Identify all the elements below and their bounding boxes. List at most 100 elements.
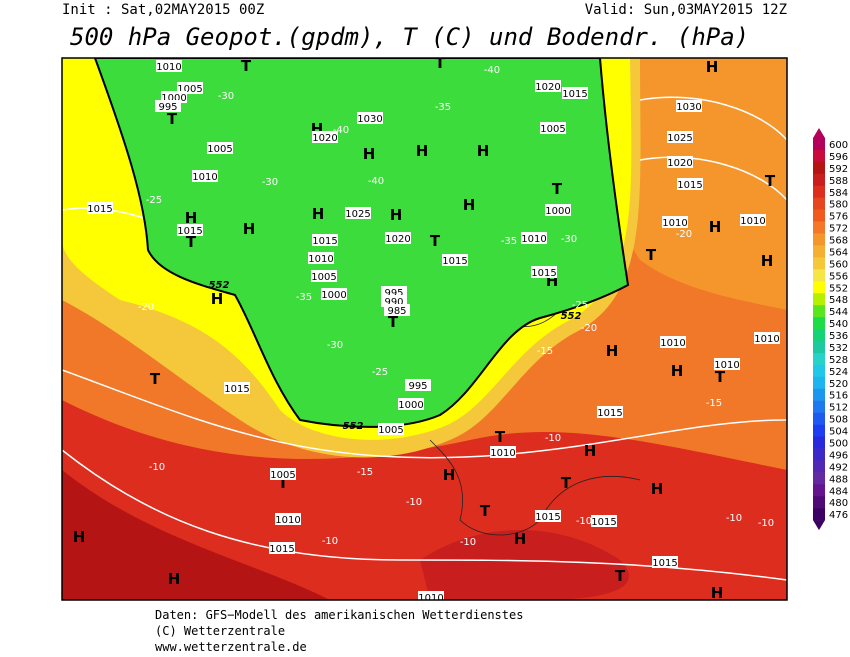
high-pressure-label: H (514, 530, 527, 548)
contour-label: 552 (561, 311, 582, 322)
isobar-label: 1010 (156, 62, 181, 73)
isobar-label: 1005 (207, 144, 232, 155)
isobar-label: 1010 (275, 515, 300, 526)
isobar-label: 1030 (676, 102, 701, 113)
colorbar-cell (813, 138, 825, 151)
label-bg (398, 398, 424, 410)
label-bg (754, 332, 780, 344)
colorbar-cell (813, 364, 825, 378)
isobar-label: 1010 (714, 360, 739, 371)
colorbar-label: 508 (829, 415, 848, 426)
colorbar-label: 568 (829, 236, 848, 247)
isobar-label: 1015 (87, 204, 112, 215)
colorbar-cell (813, 233, 825, 246)
colorbar-label: 544 (829, 307, 848, 318)
isobar-label: 1000 (161, 93, 186, 104)
colorbar-cell (813, 149, 825, 163)
colorbar-label: 600 (829, 140, 848, 151)
label-bg (667, 131, 693, 143)
label-bg (312, 131, 338, 143)
colorbar-cell (813, 340, 825, 354)
hot-region (62, 470, 330, 600)
colorbar-label: 516 (829, 391, 848, 402)
colorbar: 6005965925885845805765725685645605565525… (813, 128, 848, 531)
contour-label: 552 (343, 421, 364, 432)
label-bg (562, 87, 588, 99)
colorbar-label: 548 (829, 295, 848, 306)
label-bg (660, 336, 686, 348)
colorbar-cell (813, 257, 825, 270)
colorbar-cell (813, 376, 825, 390)
isobar-label: 1000 (398, 400, 423, 411)
isobar-label: 1025 (345, 209, 370, 220)
label-bg (224, 382, 250, 394)
temperature-label: -30 (218, 91, 234, 102)
high-pressure-label: H (709, 218, 722, 236)
colorbar-label: 496 (829, 450, 848, 461)
temperature-label: -15 (357, 467, 373, 478)
label-bg (192, 170, 218, 182)
low-pressure-label: T (435, 54, 446, 72)
label-bg (667, 156, 693, 168)
label-bg (345, 207, 371, 219)
isobar-label: 1015 (652, 558, 677, 569)
footer-url: www.wetterzentrale.de (155, 640, 307, 654)
colorbar-cell (813, 424, 825, 437)
label-bg (442, 254, 468, 266)
low-pressure-label: T (186, 233, 197, 251)
label-bg (676, 100, 702, 112)
isobar-label: 1015 (597, 408, 622, 419)
low-pressure-label: T (715, 368, 726, 386)
colorbar-label: 584 (829, 188, 848, 199)
temperature-label: -20 (138, 302, 154, 313)
colorbar-label: 564 (829, 247, 848, 258)
colorbar-cell (813, 484, 825, 497)
temperature-label: -10 (726, 513, 742, 524)
colorbar-cap (813, 128, 825, 138)
low-pressure-label: T (430, 232, 441, 250)
colorbar-label: 596 (829, 152, 848, 163)
temperature-label: -25 (572, 300, 588, 311)
isobar-label: 1010 (740, 216, 765, 227)
label-bg (155, 100, 181, 112)
isobar-label: 995 (408, 381, 427, 392)
colorbar-cell (813, 388, 825, 401)
colorbar-cap (813, 520, 825, 531)
label-bg (207, 142, 233, 154)
high-pressure-label: H (73, 528, 86, 546)
high-pressure-label: H (185, 209, 198, 227)
colorbar-label: 524 (829, 367, 848, 378)
colorbar-cell (813, 245, 825, 258)
temperature-label: -10 (576, 516, 592, 527)
label-bg (597, 406, 623, 418)
isobar-label: 995 (158, 102, 177, 113)
label-bg (312, 234, 338, 246)
isobar-label: 1020 (385, 234, 410, 245)
footer-source: Daten: GFS−Modell des amerikanischen Wet… (155, 608, 523, 622)
colorbar-cell (813, 173, 825, 187)
isobar-label: 1015 (442, 256, 467, 267)
isobar-label: 1010 (754, 334, 779, 345)
colorbar-cell (813, 209, 825, 222)
colorbar-label: 580 (829, 200, 848, 211)
label-bg (652, 556, 678, 568)
colorbar-cell (813, 293, 825, 306)
isobar-label: 1015 (535, 512, 560, 523)
isobar-label: 1000 (321, 290, 346, 301)
high-pressure-label: H (390, 206, 403, 224)
isobar-label: 990 (384, 297, 403, 308)
label-bg (535, 80, 561, 92)
colorbar-cell (813, 412, 825, 425)
colorbar-cell (813, 436, 825, 449)
isobar-label: 1005 (177, 84, 202, 95)
temperature-label: -15 (537, 346, 553, 357)
isobar-label: 1010 (521, 234, 546, 245)
isobar-label: 1015 (677, 180, 702, 191)
init-time: Init : Sat,02MAY2015 00Z (62, 2, 264, 18)
colorbar-cell (813, 281, 825, 294)
isobar-label: 1010 (660, 338, 685, 349)
temperature-label: -20 (676, 229, 692, 240)
label-bg (405, 379, 431, 391)
